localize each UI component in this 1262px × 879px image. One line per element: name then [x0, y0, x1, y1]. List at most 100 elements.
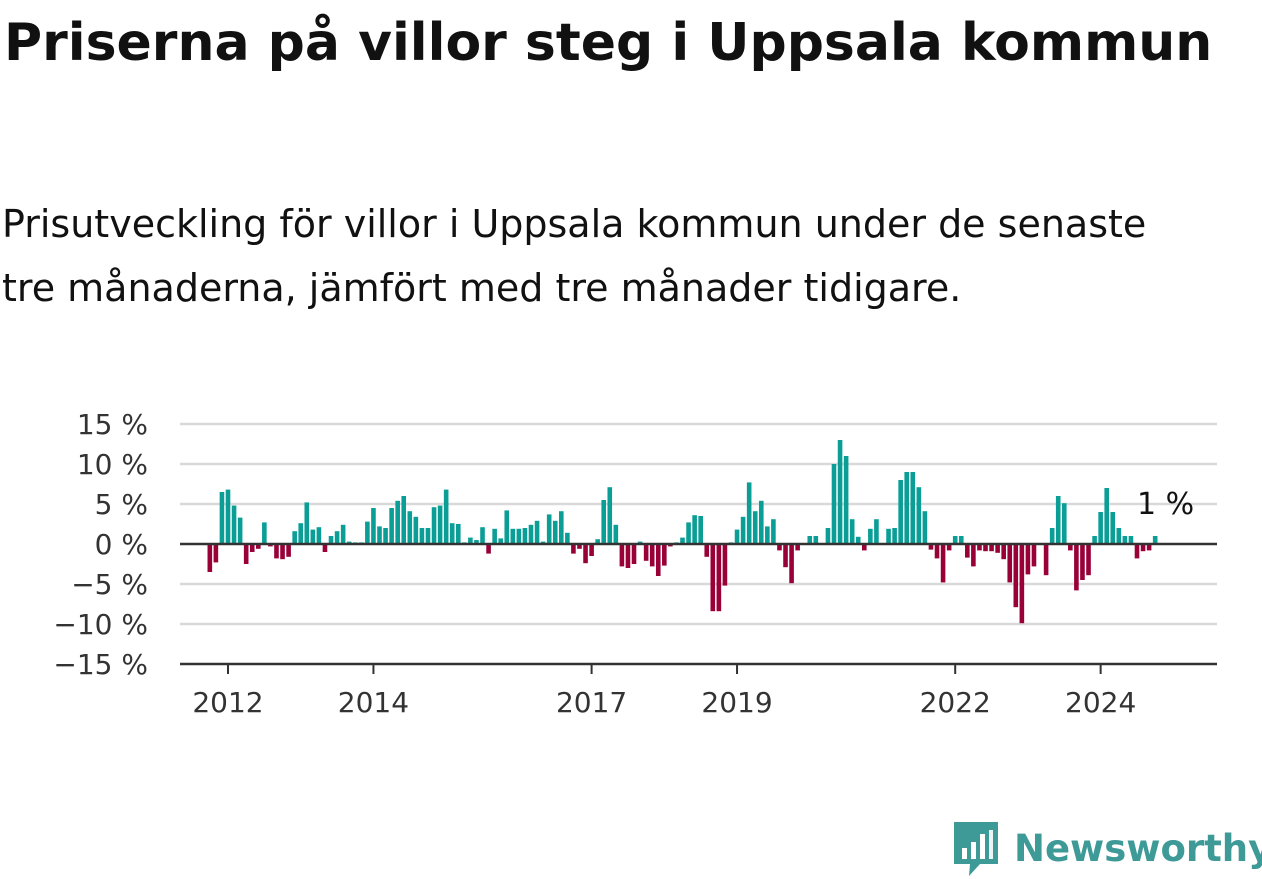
bar	[256, 544, 261, 549]
bar	[892, 528, 897, 544]
bar	[795, 544, 800, 551]
bar	[843, 456, 849, 544]
bar	[249, 544, 255, 552]
bar	[655, 544, 661, 576]
bar	[565, 532, 570, 544]
bar	[977, 544, 982, 551]
y-tick-label: 0 %	[95, 528, 148, 561]
chart-subtitle: Prisutveckling för villor i Uppsala komm…	[2, 202, 1147, 310]
bar	[419, 528, 425, 544]
bar	[401, 496, 407, 544]
bar	[449, 523, 455, 544]
bar	[601, 500, 607, 544]
x-tick-label: 2017	[556, 686, 627, 719]
bar	[886, 528, 891, 544]
bar	[983, 544, 988, 552]
bar	[1074, 544, 1079, 591]
bar	[1031, 544, 1037, 567]
bar	[1001, 544, 1006, 560]
bar	[589, 544, 594, 556]
bar	[431, 507, 437, 544]
bar	[546, 514, 552, 544]
bar	[1122, 536, 1128, 544]
x-tick-label: 2024	[1065, 686, 1136, 719]
bar	[643, 544, 649, 561]
brand-name: Newsworthy	[1014, 826, 1262, 870]
bar	[443, 489, 449, 544]
bar	[274, 544, 279, 559]
y-tick-label: −15 %	[53, 648, 148, 681]
bar	[904, 472, 910, 544]
bar	[910, 472, 916, 544]
bar	[965, 544, 970, 558]
bar	[971, 544, 976, 567]
bar	[1043, 544, 1049, 576]
bar	[334, 531, 340, 544]
bar	[1007, 544, 1013, 583]
bar	[468, 537, 473, 544]
bar	[771, 519, 776, 544]
bar	[746, 482, 752, 544]
bar	[698, 516, 703, 544]
bar	[262, 522, 267, 544]
bar	[559, 511, 564, 544]
bar	[225, 489, 231, 544]
bar	[365, 521, 370, 544]
bar	[922, 511, 928, 544]
bar	[928, 544, 934, 550]
bar	[534, 520, 540, 544]
bar	[940, 544, 946, 583]
bar	[619, 544, 625, 567]
bar	[571, 544, 576, 554]
bar	[898, 480, 903, 544]
bar	[874, 519, 879, 544]
bar	[934, 544, 940, 559]
y-tick-label: 10 %	[77, 448, 148, 481]
gridlines	[180, 422, 1217, 626]
bar	[752, 511, 758, 544]
bar	[946, 544, 952, 551]
bar	[304, 502, 310, 544]
bar	[1098, 512, 1103, 544]
bar	[522, 528, 528, 544]
bar	[407, 511, 413, 544]
bar	[322, 544, 328, 552]
bar	[595, 539, 600, 544]
bar	[831, 464, 837, 544]
x-axis: 2012 2014 2017 2019 2022 2024	[180, 662, 1217, 719]
bar	[1140, 544, 1146, 552]
bar	[692, 515, 697, 544]
bar	[783, 544, 788, 568]
x-tick-label: 2022	[920, 686, 991, 719]
bar	[219, 492, 225, 544]
bar	[474, 540, 479, 544]
bar	[777, 544, 782, 551]
bar	[286, 544, 291, 557]
bar	[389, 508, 394, 544]
bar	[1110, 512, 1116, 544]
bar	[989, 544, 994, 552]
bar	[383, 528, 388, 544]
y-tick-label: 5 %	[95, 488, 148, 521]
bars	[207, 440, 1164, 624]
bar	[1080, 544, 1085, 580]
bar	[280, 544, 285, 560]
bar	[510, 528, 516, 544]
chart-title: Priserna på villor steg i Uppsala kommun	[4, 13, 1213, 73]
bar	[958, 536, 964, 544]
bar-chart: 15 %10 %5 %0 %−5 %−10 %−15 % 2012 2014 201…	[53, 408, 1217, 719]
bar	[1134, 544, 1140, 559]
bar	[716, 544, 722, 612]
bar	[686, 522, 691, 544]
bar	[765, 526, 770, 544]
bar	[855, 536, 861, 544]
bar	[1061, 503, 1067, 544]
x-tick-label: 2012	[192, 686, 263, 719]
bar	[425, 528, 431, 544]
bar	[613, 524, 619, 544]
newsworthy-brand: Newsworthy	[950, 818, 1262, 878]
bar	[710, 544, 716, 612]
bar	[583, 544, 588, 564]
bar	[825, 528, 831, 544]
bar	[1146, 544, 1152, 551]
